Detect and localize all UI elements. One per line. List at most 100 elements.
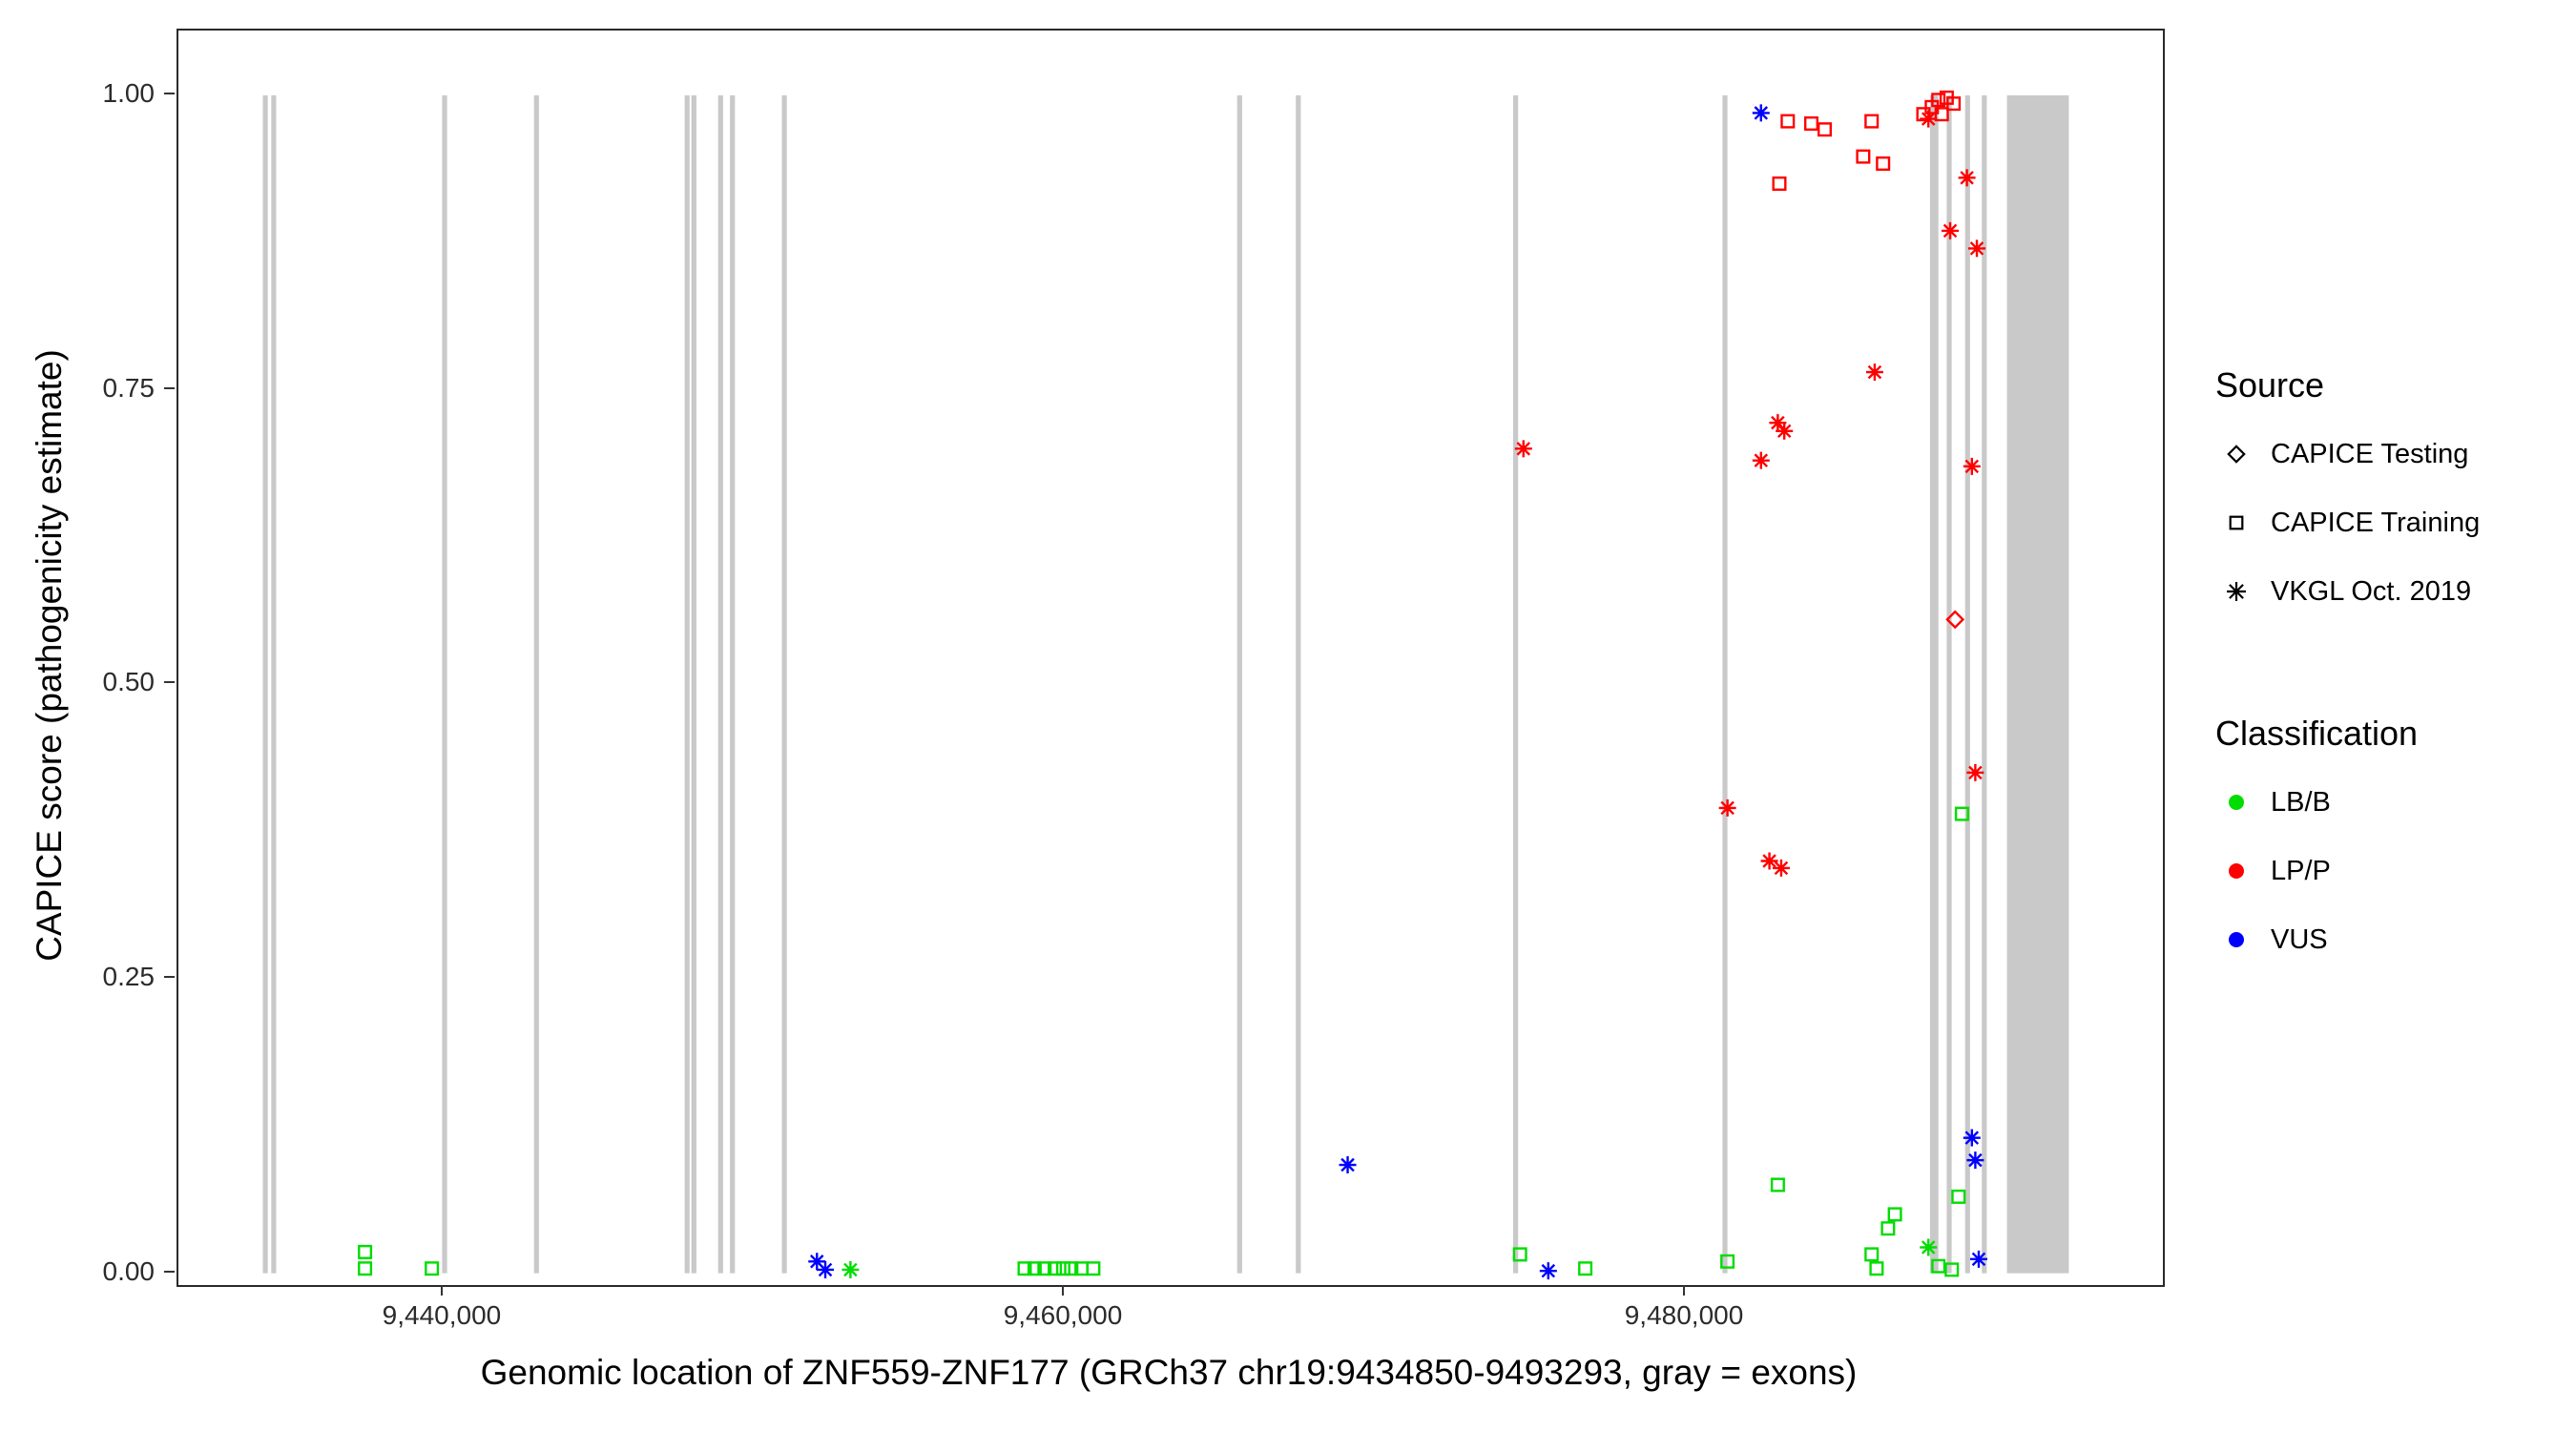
data-point-square bbox=[1864, 1247, 1880, 1262]
data-point-square bbox=[1578, 1261, 1593, 1276]
y-tick-label: 0.25 bbox=[102, 961, 156, 991]
data-point-square bbox=[1064, 1261, 1079, 1276]
legend-item-lbb: LB/B bbox=[2215, 768, 2568, 837]
y-tick-label: 0.50 bbox=[102, 667, 156, 697]
y-tick-mark bbox=[164, 386, 175, 389]
data-point-asterisk bbox=[1776, 422, 1794, 440]
data-point-square bbox=[1944, 1262, 1960, 1277]
diamond-icon bbox=[2227, 445, 2246, 464]
data-point-asterisk bbox=[1752, 451, 1770, 469]
data-point-square bbox=[1931, 1258, 1946, 1274]
data-point-asterisk bbox=[1969, 1250, 1987, 1268]
legend-item-label: LB/B bbox=[2271, 786, 2331, 818]
data-point-square bbox=[1880, 1221, 1896, 1236]
y-tick-label: 0.75 bbox=[102, 372, 156, 403]
y-tick-mark bbox=[164, 1270, 175, 1273]
data-point-asterisk bbox=[1920, 1238, 1938, 1256]
asterisk-icon bbox=[2227, 582, 2246, 601]
data-point-asterisk bbox=[1968, 239, 1986, 258]
y-tick-mark bbox=[164, 681, 175, 684]
data-point-asterisk bbox=[1963, 1129, 1981, 1147]
data-point-square bbox=[1887, 1207, 1902, 1222]
x-axis-title: Genomic location of ZNF559-ZNF177 (GRCh3… bbox=[480, 1353, 1858, 1392]
data-point-square bbox=[1048, 1261, 1063, 1276]
exon-band bbox=[1964, 94, 1970, 1274]
exon-band bbox=[1722, 94, 1728, 1274]
data-point-asterisk bbox=[1760, 852, 1778, 870]
legend-item-label: CAPICE Testing bbox=[2271, 438, 2469, 469]
data-point-asterisk bbox=[1339, 1156, 1357, 1174]
y-tick-mark bbox=[164, 92, 175, 94]
x-tick-mark bbox=[440, 1285, 443, 1296]
y-tick-label: 0.00 bbox=[102, 1255, 156, 1286]
legend-item-vkgl: VKGL Oct. 2019 bbox=[2215, 557, 2568, 626]
x-tick-mark bbox=[1062, 1285, 1064, 1296]
exon-band bbox=[781, 94, 787, 1274]
y-axis-title: CAPICE score (pathogenicity estimate) bbox=[30, 349, 69, 962]
legend-item-label: CAPICE Training bbox=[2271, 507, 2481, 538]
legend-source: Source CAPICE Testing CAPICE Training VK… bbox=[2215, 365, 2568, 626]
data-point-asterisk bbox=[1718, 798, 1736, 817]
data-point-square bbox=[1803, 115, 1818, 131]
y-tick-mark bbox=[164, 975, 175, 978]
data-point-square bbox=[1876, 156, 1891, 171]
data-point-square bbox=[1027, 1261, 1042, 1276]
red-dot-icon bbox=[2229, 863, 2244, 879]
data-point-square bbox=[1869, 1261, 1884, 1276]
exon-band bbox=[262, 94, 268, 1274]
exon-band bbox=[717, 94, 723, 1274]
data-point-square bbox=[1954, 806, 1969, 821]
legend-classification: Classification LB/B LP/P VUS bbox=[2215, 714, 2568, 974]
data-point-asterisk bbox=[1752, 104, 1770, 122]
legend-classification-title: Classification bbox=[2215, 714, 2419, 753]
exon-band bbox=[1236, 94, 1242, 1274]
x-tick-label: 9,440,000 bbox=[382, 1300, 502, 1330]
data-point-square bbox=[358, 1244, 373, 1259]
exon-band bbox=[1929, 94, 1939, 1274]
exon-band bbox=[730, 94, 736, 1274]
legend-item-label: LP/P bbox=[2271, 855, 2331, 886]
data-point-square bbox=[1055, 1261, 1070, 1276]
data-point-asterisk bbox=[1966, 763, 1984, 781]
exon-band bbox=[271, 94, 277, 1274]
plot-panel bbox=[177, 29, 2165, 1287]
data-point-asterisk bbox=[1920, 110, 1938, 128]
data-point-square bbox=[1951, 1189, 1966, 1204]
data-point-square bbox=[358, 1261, 373, 1276]
legend: Source CAPICE Testing CAPICE Training VK… bbox=[2215, 365, 2568, 974]
data-point-asterisk bbox=[817, 1260, 835, 1278]
data-point-square bbox=[1770, 1177, 1785, 1192]
exon-band bbox=[2006, 94, 2069, 1274]
data-point-asterisk bbox=[1514, 440, 1532, 458]
legend-source-title: Source bbox=[2215, 365, 2325, 404]
legend-item-label: VUS bbox=[2271, 923, 2328, 955]
data-point-asterisk bbox=[1942, 221, 1960, 239]
data-point-asterisk bbox=[1966, 1151, 1984, 1170]
data-point-square bbox=[1817, 122, 1832, 137]
data-point-square bbox=[1037, 1261, 1052, 1276]
data-point-square bbox=[1086, 1261, 1101, 1276]
exon-band bbox=[533, 94, 539, 1274]
green-dot-icon bbox=[2229, 795, 2244, 810]
legend-item-capice-training: CAPICE Training bbox=[2215, 488, 2568, 557]
data-point-square bbox=[1772, 176, 1787, 191]
y-tick-label: 1.00 bbox=[102, 77, 156, 108]
x-tick-mark bbox=[1683, 1285, 1686, 1296]
data-point-square bbox=[1512, 1247, 1527, 1262]
data-point-asterisk bbox=[1958, 169, 1976, 187]
exon-band bbox=[1296, 94, 1301, 1274]
scatter-plot-canvas bbox=[262, 90, 2069, 1280]
data-point-asterisk bbox=[1865, 363, 1883, 382]
exon-band bbox=[1982, 94, 1987, 1274]
data-point-square bbox=[1946, 96, 1962, 112]
data-point-square bbox=[1931, 93, 1946, 108]
exon-band bbox=[684, 94, 690, 1274]
data-point-asterisk bbox=[841, 1260, 860, 1278]
data-point-asterisk bbox=[1772, 859, 1790, 877]
legend-item-lpp: LP/P bbox=[2215, 837, 2568, 905]
exon-band bbox=[442, 94, 447, 1274]
data-point-square bbox=[1856, 149, 1871, 164]
data-point-diamond bbox=[1945, 610, 1965, 630]
x-tick-label: 9,480,000 bbox=[1624, 1300, 1744, 1330]
data-point-square bbox=[1864, 114, 1880, 129]
